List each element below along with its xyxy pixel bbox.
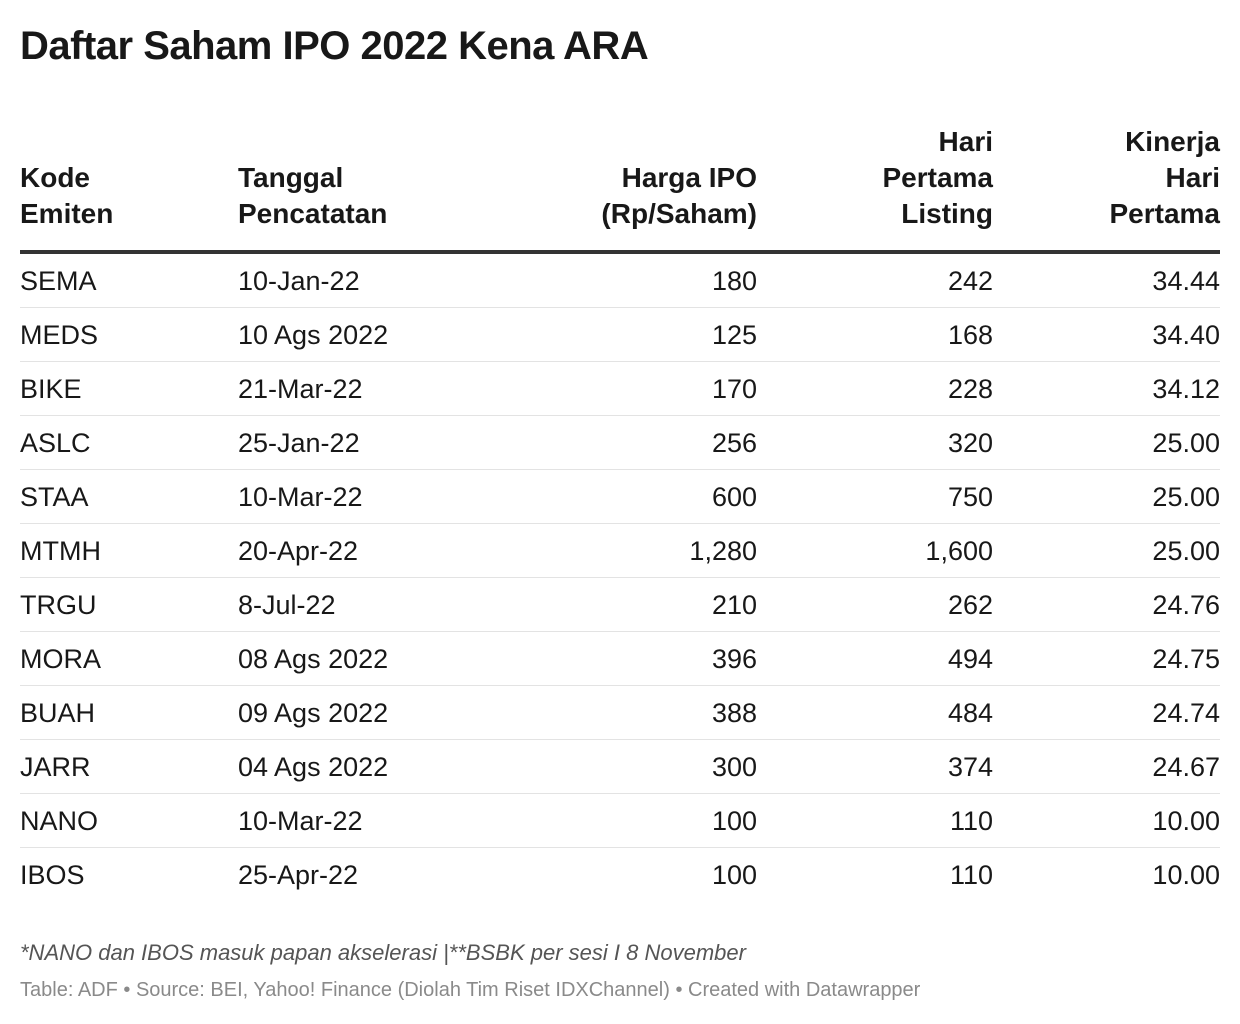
table-cell: 25.00	[993, 415, 1220, 470]
table-cell: 34.12	[993, 361, 1220, 416]
table-notes: *NANO dan IBOS masuk papan akselerasi |*…	[20, 940, 746, 965]
table-cell: 25.00	[993, 469, 1220, 524]
table-cell: 100	[711, 859, 757, 890]
column-header: Hari Pertama Listing	[757, 124, 993, 254]
table-cell: 494	[757, 631, 993, 686]
table-row: MORA 08 Ags 2022 396 494 24.75	[20, 631, 1220, 686]
column-header-line: Emiten	[20, 198, 114, 229]
table-cell: 750	[757, 469, 993, 524]
table-cell: 242	[757, 252, 993, 308]
table-cell: 34.44	[993, 252, 1220, 308]
table-cell: 396	[510, 631, 757, 686]
table-cell: 08 Ags 2022	[238, 631, 510, 686]
column-header-line: Pertama	[1109, 198, 1220, 229]
table-row: BIKE 21-Mar-22 170 228 34.12	[20, 361, 1220, 416]
table-cell: 24.67	[993, 739, 1220, 794]
table-cell: 168	[757, 307, 993, 362]
table-cell: BIKE	[20, 361, 238, 416]
table-cell: 10-Mar-22	[238, 793, 510, 848]
table-cell: 09 Ags 2022	[238, 685, 510, 740]
table-cell: 180	[510, 252, 757, 308]
column-header: Tanggal Pencatatan	[238, 124, 510, 254]
table-row: STAA 10-Mar-22 600 750 25.00	[20, 469, 1220, 524]
column-header: Harga IPO (Rp/Saham)	[510, 124, 757, 254]
table-row: ASLC 25-Jan-22 256 320 25.00	[20, 415, 1220, 470]
table-cell: 10.00	[993, 793, 1220, 848]
table-cell: 320	[757, 415, 993, 470]
column-header-line: Listing	[901, 198, 993, 229]
table-cell: 374	[757, 739, 993, 794]
table-cell: 04 Ags 2022	[238, 739, 510, 794]
table-cell: 100	[510, 793, 757, 848]
table-cell: TRGU	[20, 577, 238, 632]
table-cell: 228	[757, 361, 993, 416]
column-header-line: Hari	[938, 126, 993, 157]
table-row: MEDS 10 Ags 2022 125 168 34.40	[20, 307, 1220, 362]
table-cell: 21-Mar-22	[238, 361, 510, 416]
column-header-line: Hari	[1165, 162, 1220, 193]
table-cell: IBOS	[20, 859, 85, 890]
table-cell: 170	[510, 361, 757, 416]
table-title: Daftar Saham IPO 2022 Kena ARA	[20, 24, 649, 68]
table-cell: 10.00	[1152, 859, 1220, 890]
table-header: Kode Emiten Tanggal Pencatatan Harga IPO (Rp/…	[20, 124, 1220, 254]
table-row: IBOS 25-Apr-22 100 110 10.00	[20, 848, 1220, 902]
table-cell: 25.00	[993, 523, 1220, 578]
table-cell: 24.74	[993, 685, 1220, 740]
table-cell: 25-Jan-22	[238, 415, 510, 470]
table-cell: 10 Ags 2022	[238, 307, 510, 362]
table-row: SEMA 10-Jan-22 180 242 34.44	[20, 252, 1220, 308]
header-row: Kode Emiten Tanggal Pencatatan Harga IPO (Rp/…	[20, 124, 1220, 254]
table-row: JARR 04 Ags 2022 300 374 24.67	[20, 739, 1220, 794]
table-cell: ASLC	[20, 415, 238, 470]
column-header-line: Pertama	[882, 162, 993, 193]
table-cell: 34.40	[993, 307, 1220, 362]
table-cell: 10-Jan-22	[238, 252, 510, 308]
table-cell: 10-Mar-22	[238, 469, 510, 524]
table-cell: MORA	[20, 631, 238, 686]
table-cell: 210	[510, 577, 757, 632]
column-header-line: Kode	[20, 162, 90, 193]
table-cell: STAA	[20, 469, 238, 524]
table-cell: JARR	[20, 739, 238, 794]
table-cell: 8-Jul-22	[238, 577, 510, 632]
column-header-line: Harga IPO	[621, 162, 757, 193]
table-row: TRGU 8-Jul-22 210 262 24.76	[20, 577, 1220, 632]
table-cell: 110	[757, 793, 993, 848]
data-table: Kode Emiten Tanggal Pencatatan Harga IPO (Rp/…	[20, 124, 1220, 901]
table-cell: 110	[949, 859, 993, 890]
column-header: Kinerja Hari Pertama	[993, 124, 1220, 254]
table-cell: 600	[510, 469, 757, 524]
table-cell: 300	[510, 739, 757, 794]
table-cell: BUAH	[20, 685, 238, 740]
table-cell: 24.75	[993, 631, 1220, 686]
table-body: SEMA 10-Jan-22 180 242 34.44 MEDS 10 Ags 2022 1…	[20, 252, 1220, 901]
table-cell: 1,600	[757, 523, 993, 578]
table-cell: MTMH	[20, 523, 238, 578]
table-cell: 24.76	[993, 577, 1220, 632]
column-header-line: Kinerja	[1125, 126, 1220, 157]
column-header-line: Tanggal	[238, 162, 344, 193]
table-cell: 25-Apr-22	[238, 859, 359, 890]
table-row: MTMH 20-Apr-22 1,280 1,600 25.00	[20, 523, 1220, 578]
column-header-line: (Rp/Saham)	[601, 198, 757, 229]
table-cell: 256	[510, 415, 757, 470]
source-footer: Table: ADF • Source: BEI, Yahoo! Finance…	[20, 979, 921, 1001]
table-row: BUAH 09 Ags 2022 388 484 24.74	[20, 685, 1220, 740]
table-cell: 1,280	[510, 523, 757, 578]
table-cell: 388	[510, 685, 757, 740]
table-cell: 20-Apr-22	[238, 523, 510, 578]
table-cell: 262	[757, 577, 993, 632]
column-header: Kode Emiten	[20, 124, 238, 254]
table-cell: NANO	[20, 793, 238, 848]
table-cell: 125	[510, 307, 757, 362]
table-cell: 484	[757, 685, 993, 740]
table-cell: SEMA	[20, 252, 238, 308]
column-header-line: Pencatatan	[238, 198, 388, 229]
table-cell: MEDS	[20, 307, 238, 362]
table-row: NANO 10-Mar-22 100 110 10.00	[20, 793, 1220, 848]
